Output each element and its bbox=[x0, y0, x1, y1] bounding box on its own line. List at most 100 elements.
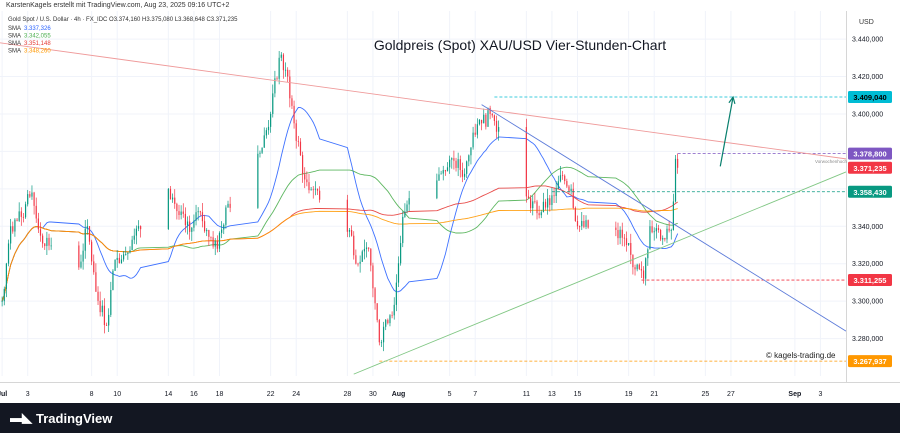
x-tick-label: 28 bbox=[343, 391, 351, 398]
candle-body bbox=[587, 220, 589, 228]
candle-body bbox=[440, 173, 442, 175]
candle-body bbox=[291, 98, 293, 106]
candle-body bbox=[442, 170, 444, 174]
x-tick-label: 25 bbox=[701, 391, 709, 398]
time-axis[interactable]: Jul 3 8 10 14 16 18 22 24 28 30 Aug 5 7 11 13 15 19 21 25 27… bbox=[0, 382, 900, 399]
candle-body bbox=[287, 69, 289, 77]
candle-body bbox=[297, 140, 299, 142]
candle-body bbox=[540, 212, 542, 216]
x-tick-label: Sep bbox=[788, 391, 801, 398]
candle-body bbox=[662, 237, 664, 240]
candle-body bbox=[176, 203, 178, 212]
candle-body bbox=[436, 180, 438, 199]
candle-body bbox=[453, 158, 455, 161]
candle-body bbox=[310, 189, 312, 191]
candle-body bbox=[120, 259, 123, 264]
candle-body bbox=[549, 198, 551, 205]
candle-body bbox=[357, 263, 359, 265]
candle-body bbox=[378, 320, 380, 343]
candle-body bbox=[182, 211, 184, 214]
candle-body bbox=[46, 237, 48, 247]
candle-body bbox=[78, 245, 80, 268]
candle-body bbox=[37, 218, 39, 230]
candle-body bbox=[451, 158, 453, 160]
candle-body bbox=[308, 182, 310, 191]
candle-body bbox=[105, 325, 108, 326]
candle-body bbox=[180, 211, 182, 216]
candle-body bbox=[630, 242, 632, 255]
candle-body bbox=[319, 190, 321, 200]
candle-body bbox=[312, 189, 314, 191]
legend-name: SMA bbox=[8, 34, 21, 40]
candle-body bbox=[351, 230, 353, 236]
candle-body bbox=[304, 174, 306, 180]
candle-body bbox=[481, 119, 483, 124]
candle-body bbox=[3, 288, 5, 302]
candle-body bbox=[225, 207, 227, 225]
candle-body bbox=[133, 235, 135, 240]
y-tick-label: 3.440,000 bbox=[852, 37, 883, 44]
candle-body bbox=[42, 235, 44, 244]
price-labels: 3.409,040 3.378,800 3.371,235 3.358,430 3.31… bbox=[848, 91, 892, 368]
candle-body bbox=[632, 254, 634, 268]
candle-body bbox=[561, 175, 564, 177]
candle-body bbox=[463, 173, 466, 177]
candle-body bbox=[657, 228, 660, 230]
candle-body bbox=[389, 315, 391, 324]
candle-body bbox=[457, 159, 459, 168]
candle-body bbox=[125, 254, 127, 255]
candle-body bbox=[110, 290, 112, 315]
candle-body bbox=[223, 224, 225, 230]
currency-label: USD bbox=[859, 19, 874, 26]
candle-body bbox=[263, 135, 265, 148]
candle-body bbox=[169, 188, 172, 200]
candle-body bbox=[210, 236, 212, 238]
candle-body bbox=[395, 282, 397, 305]
candle-body bbox=[542, 201, 545, 213]
x-tick-label: 11 bbox=[523, 391, 530, 398]
candle-body bbox=[127, 252, 129, 255]
candle-body bbox=[621, 229, 623, 238]
price-chart[interactable]: USD 3.280,000 3.300,000 3.320,000 3.340,000… bbox=[0, 0, 900, 403]
candle-body bbox=[20, 211, 22, 217]
legend-name: SMA bbox=[8, 41, 21, 47]
candle-body bbox=[449, 159, 451, 168]
tradingview-logo[interactable]: ▬◣ TradingView bbox=[10, 409, 112, 427]
candle-body bbox=[387, 319, 389, 324]
candle-body bbox=[555, 188, 557, 197]
candle-body bbox=[95, 272, 97, 292]
candle-body bbox=[404, 211, 406, 217]
x-tick-label: Aug bbox=[392, 391, 406, 398]
candlesticks bbox=[1, 51, 679, 352]
candle-body bbox=[270, 113, 272, 127]
candle-body bbox=[167, 188, 169, 230]
candle-body bbox=[485, 114, 487, 127]
candle-body bbox=[84, 228, 86, 251]
price-label-box bbox=[848, 147, 892, 160]
sma-line-200 bbox=[1, 207, 678, 302]
legend-value: 3.342,055 bbox=[24, 34, 51, 40]
candle-body bbox=[674, 158, 677, 202]
candle-body bbox=[380, 342, 383, 344]
candle-body bbox=[623, 237, 625, 239]
candle-body bbox=[564, 175, 566, 182]
candle-body bbox=[274, 78, 276, 94]
price-label-box bbox=[848, 185, 892, 198]
candle-body bbox=[199, 211, 201, 213]
candle-body bbox=[382, 326, 385, 343]
candle-body bbox=[576, 221, 579, 227]
candle-body bbox=[118, 257, 120, 264]
candle-body bbox=[229, 203, 231, 208]
candle-body bbox=[114, 259, 116, 271]
candle-body bbox=[82, 250, 84, 262]
x-tick-label: 19 bbox=[625, 391, 633, 398]
candle-body bbox=[649, 226, 651, 250]
candle-body bbox=[14, 219, 16, 232]
candle-body bbox=[355, 255, 357, 264]
candle-body bbox=[122, 254, 125, 260]
candle-body bbox=[103, 305, 106, 326]
price-label-box bbox=[848, 355, 892, 368]
candle-body bbox=[261, 147, 263, 153]
candle-body bbox=[101, 305, 103, 313]
